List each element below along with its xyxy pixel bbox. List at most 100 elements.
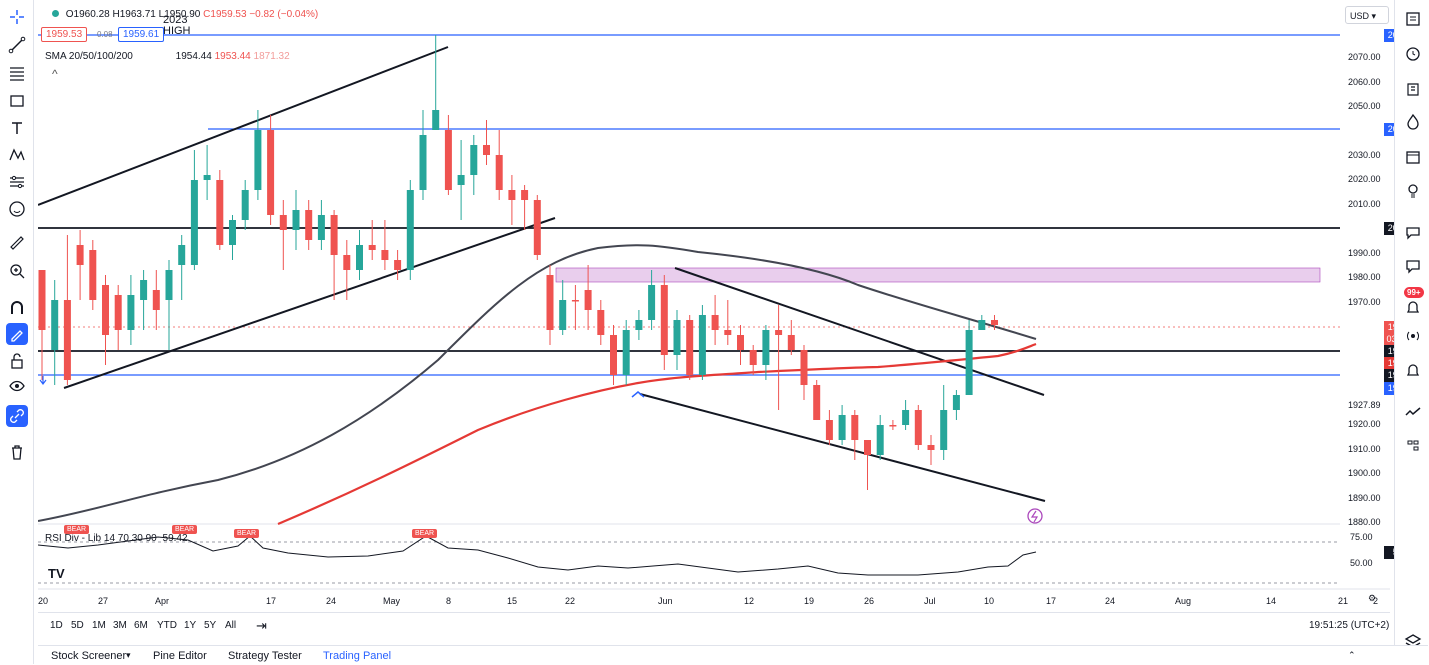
trash-icon[interactable] (6, 441, 28, 463)
candle-body (546, 275, 554, 330)
rsi-tick-label: 75.00 (1350, 532, 1373, 542)
chart-area[interactable]: 2070.00 2060.00 2050.00 2030.00 2020.00 2010.… (37, 0, 1424, 610)
candle-body (737, 335, 744, 350)
candle-body (762, 330, 770, 365)
prediction-icon[interactable] (6, 171, 28, 193)
crosshair-icon[interactable] (6, 6, 28, 28)
candle-body (749, 350, 757, 365)
candle-body (673, 320, 681, 355)
range-3m[interactable]: 3M (113, 620, 127, 631)
streams-icon[interactable] (1402, 325, 1424, 347)
sell-button[interactable]: 1959.53 (41, 27, 88, 42)
time-tick-label: 26 (864, 596, 874, 606)
lock-icon[interactable] (6, 350, 28, 372)
arrow-down-icon (39, 376, 47, 385)
currency-label: USD (1350, 11, 1370, 21)
price-tick-label: 2030.00 (1348, 150, 1381, 160)
tradingview-logo-icon[interactable]: TV (48, 566, 65, 581)
watchlist-icon[interactable] (1402, 8, 1424, 30)
alert-bell-icon[interactable] (1402, 359, 1424, 381)
magnet-icon[interactable] (6, 297, 28, 319)
candle-body (660, 285, 668, 355)
range-5d[interactable]: 5D (71, 620, 84, 631)
range-5y[interactable]: 5Y (204, 620, 217, 631)
range-1y[interactable]: 1Y (184, 620, 197, 631)
notifications-icon[interactable] (1402, 296, 1424, 318)
text-icon[interactable] (6, 117, 28, 139)
sma-100-line (37, 244, 1037, 522)
candle-body (775, 330, 783, 335)
candle-body (495, 155, 503, 190)
chat-icon[interactable] (1402, 221, 1424, 243)
data-window-icon[interactable] (1402, 78, 1424, 100)
range-1d[interactable]: 1D (50, 620, 63, 631)
messages-icon[interactable] (1402, 255, 1424, 277)
link-icon[interactable] (6, 405, 28, 427)
candle-body (521, 190, 529, 200)
tab-trading-panel[interactable]: Trading Panel (323, 650, 392, 662)
candle-body (51, 300, 59, 350)
hotlist-icon[interactable] (1402, 111, 1424, 133)
buy-button[interactable]: 1959.61 (118, 27, 165, 42)
candle-body (203, 175, 211, 180)
wedge-bottom-line (639, 393, 1046, 502)
sma-value-3: 1871.32 (253, 51, 290, 62)
time-tick-label: 27 (98, 596, 108, 606)
gear-icon: ⚙ (1368, 593, 1376, 603)
candle-body (394, 260, 402, 270)
eye-icon[interactable] (6, 375, 28, 397)
candle-body (127, 295, 135, 330)
tab-pine-editor[interactable]: Pine Editor (153, 650, 207, 662)
range-ytd[interactable]: YTD (157, 620, 177, 631)
collapse-panel-icon[interactable]: ⌃ (1348, 650, 1356, 660)
wedge-top-line (674, 267, 1045, 396)
price-chart-svg: 2070.002060.002050.002030.002020.002010.… (37, 0, 1390, 610)
rsi-legend-value: 59.42 (162, 533, 188, 544)
rsi-legend[interactable]: RSI Div - Lib 14 70 30 90 59.42 (45, 533, 188, 544)
time-axis: 20 27 Apr 17 24 May 8 15 22 Jun 12 19 26 Jul 10 17 24 Aug… (38, 596, 1378, 606)
stay-drawing-icon[interactable] (6, 323, 28, 345)
ruler-icon[interactable] (6, 232, 28, 254)
candle-body (305, 210, 313, 240)
range-1m[interactable]: 1M (92, 620, 106, 631)
range-all[interactable]: All (225, 620, 237, 631)
tab-strategy-tester[interactable]: Strategy Tester (228, 650, 302, 662)
price-tick-label: 1927.89 (1348, 400, 1381, 410)
candle-body (470, 145, 478, 175)
candle-body (914, 410, 922, 445)
candle-body (483, 145, 490, 155)
tab-stock-screener[interactable]: Stock Screener (51, 650, 127, 662)
close-value: C1959.53 (203, 9, 247, 20)
calendar-icon[interactable] (1402, 146, 1424, 168)
candle-body (406, 190, 414, 270)
goto-date-icon[interactable]: ⇥ (256, 618, 267, 633)
candle-body (102, 285, 109, 335)
price-tick-label: 2050.00 (1348, 101, 1381, 111)
candles-group (38, 35, 998, 490)
screener-icon[interactable] (1402, 401, 1424, 423)
zoom-in-icon[interactable] (6, 260, 28, 282)
rectangle-icon[interactable] (6, 90, 28, 112)
time-tick-label: 15 (507, 596, 517, 606)
currency-select[interactable]: USD ▾ (1345, 6, 1389, 24)
channel-top-line (37, 46, 449, 206)
price-tick-label: 1970.00 (1348, 297, 1381, 307)
time-tick-label: 17 (1046, 596, 1056, 606)
change-value: −0.82 (−0.04%) (249, 9, 319, 20)
panel-bar: Stock Screener ▾ Pine Editor Strategy Te… (38, 645, 1428, 665)
object-tree-icon[interactable] (1402, 435, 1424, 457)
collapse-chevron-icon[interactable]: ^ (52, 67, 58, 81)
chevron-down-icon[interactable]: ▾ (126, 650, 131, 660)
sma-legend[interactable]: SMA 20/50/100/200 1954.44 1953.44 1871.3… (45, 51, 290, 62)
bear-tag: BEAR (234, 529, 260, 538)
ideas-icon[interactable] (1402, 180, 1424, 202)
clock[interactable]: 19:51:25 (UTC+2) (1309, 620, 1390, 631)
emoji-icon[interactable] (6, 198, 28, 220)
range-6m[interactable]: 6M (134, 620, 148, 631)
pattern-icon[interactable] (6, 144, 28, 166)
candle-body (279, 215, 287, 230)
trendline-icon[interactable] (6, 34, 28, 56)
fib-retracement-icon[interactable] (6, 62, 28, 84)
candle-body (813, 385, 821, 420)
alarm-icon[interactable] (1402, 42, 1424, 64)
